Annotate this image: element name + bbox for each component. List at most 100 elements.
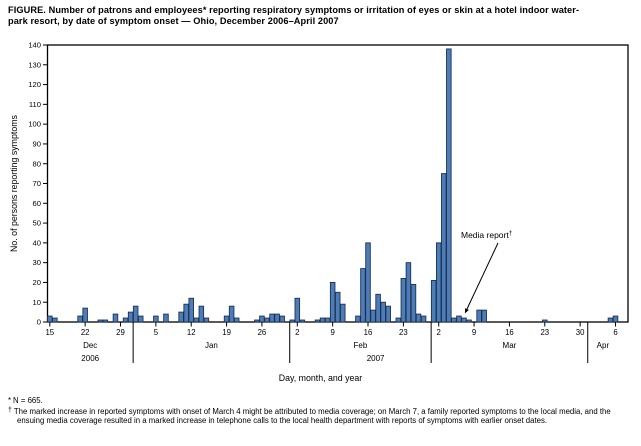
bar-2007-02-26 bbox=[415, 313, 422, 323]
bar-2007-02-22 bbox=[395, 317, 402, 323]
bar-2007-01-10 bbox=[178, 311, 184, 323]
x-axis-title: Day, month, and year bbox=[279, 373, 363, 383]
bar-2007-03-08 bbox=[466, 319, 472, 323]
bar-2007-02-27 bbox=[420, 315, 427, 323]
x-tick-label: 9 bbox=[472, 328, 476, 337]
y-axis-title: No. of persons reporting symptoms bbox=[9, 114, 19, 251]
bar-2007-01-29 bbox=[274, 313, 280, 323]
bar-2006-12-30 bbox=[122, 317, 129, 323]
x-tick-label: 29 bbox=[116, 328, 125, 337]
y-tick-label: 0 bbox=[37, 318, 41, 327]
x-tick-label: 16 bbox=[364, 328, 373, 337]
bar-2007-02-10 bbox=[334, 291, 341, 323]
bar-2007-02-14 bbox=[355, 315, 361, 323]
month-label-feb: Feb bbox=[354, 341, 368, 350]
bar-2006-12-21 bbox=[77, 315, 83, 323]
bar-2007-03-01 bbox=[430, 280, 437, 323]
bar-2006-12-25 bbox=[97, 319, 104, 323]
bar-2006-12-26 bbox=[102, 319, 109, 323]
bar-2007-02-20 bbox=[385, 305, 391, 323]
x-tick-label: 22 bbox=[81, 328, 90, 337]
plot-frame bbox=[46, 44, 629, 323]
bar-2007-02-17 bbox=[370, 309, 376, 323]
bar-2007-01-25 bbox=[254, 319, 260, 323]
x-tick-label: 2 bbox=[437, 328, 441, 337]
x-tick-label: 19 bbox=[222, 328, 231, 337]
month-label-apr: Apr bbox=[597, 341, 610, 350]
bar-2007-01-26 bbox=[259, 315, 265, 323]
footnote-media: † The marked increase in reported symptom… bbox=[8, 406, 635, 426]
bar-2007-03-03 bbox=[441, 173, 447, 323]
bar-2007-01-14 bbox=[198, 305, 205, 323]
bar-2007-03-05 bbox=[451, 317, 457, 323]
footnotes: * N = 665. † The marked increase in report… bbox=[8, 396, 635, 426]
bar-2006-12-15 bbox=[47, 315, 53, 323]
y-tick-label: 110 bbox=[29, 100, 41, 109]
media-report-annotation: Media report† bbox=[461, 230, 513, 240]
y-tick-label: 140 bbox=[28, 41, 41, 50]
footnote-media-text: The marked increase in reported symptoms… bbox=[13, 406, 611, 426]
bar-2007-02-15 bbox=[360, 268, 366, 323]
month-label-dec: Dec bbox=[83, 341, 97, 350]
bar-2006-12-22 bbox=[82, 307, 88, 323]
footnote-n: * N = 665. bbox=[8, 396, 635, 406]
x-tick-label: 23 bbox=[540, 328, 549, 337]
y-tick-label: 20 bbox=[33, 278, 41, 287]
bar-2007-02-18 bbox=[375, 293, 381, 323]
bar-2007-02-11 bbox=[340, 303, 346, 323]
bar-2007-01-15 bbox=[203, 317, 210, 323]
bar-2007-02-02 bbox=[294, 297, 301, 323]
bar-2007-01-02 bbox=[137, 315, 144, 323]
y-tick-label: 90 bbox=[33, 140, 41, 149]
bar-2007-02-25 bbox=[410, 283, 417, 323]
x-tick-label: 5 bbox=[154, 328, 159, 337]
y-tick-label: 130 bbox=[28, 60, 41, 69]
bar-2006-12-16 bbox=[52, 317, 58, 323]
bar-2007-02-23 bbox=[400, 278, 407, 323]
x-tick-label: 2 bbox=[295, 328, 299, 337]
y-tick-label: 40 bbox=[33, 238, 41, 247]
bar-2007-03-10 bbox=[476, 309, 482, 323]
bar-2007-03-02 bbox=[435, 242, 442, 323]
bar-2007-02-09 bbox=[329, 281, 336, 323]
bar-2006-12-28 bbox=[112, 313, 119, 323]
x-tick-label: 16 bbox=[505, 328, 514, 337]
bar-2007-03-07 bbox=[461, 317, 467, 323]
bar-2007-04-06 bbox=[612, 315, 619, 323]
bar-2007-01-27 bbox=[264, 317, 270, 323]
bar-2007-01-20 bbox=[228, 305, 235, 323]
bar-2007-01-13 bbox=[193, 317, 200, 323]
figure-title-line-2: park resort, by date of symptom onset — … bbox=[8, 16, 339, 26]
bar-2007-04-05 bbox=[607, 317, 614, 323]
bar-2007-01-21 bbox=[233, 317, 240, 323]
bar-2007-01-19 bbox=[223, 315, 230, 323]
dagger-marker: † bbox=[8, 406, 12, 414]
y-tick-label: 30 bbox=[33, 258, 41, 267]
x-tick-label: 23 bbox=[399, 328, 408, 337]
bar-2007-02-01 bbox=[289, 319, 295, 323]
bar-2007-03-23 bbox=[542, 319, 548, 323]
bar-2007-01-07 bbox=[163, 313, 169, 323]
y-tick-label: 70 bbox=[33, 179, 41, 188]
y-tick-label: 120 bbox=[28, 80, 41, 89]
x-tick-label: 15 bbox=[45, 328, 54, 337]
bar-2007-02-24 bbox=[405, 262, 412, 323]
bar-2007-01-11 bbox=[183, 303, 189, 323]
bar-2007-01-05 bbox=[153, 315, 159, 323]
month-label-jan: Jan bbox=[205, 341, 218, 350]
bar-2007-02-06 bbox=[314, 319, 321, 323]
y-tick-label: 60 bbox=[33, 199, 41, 208]
x-tick-label: 6 bbox=[613, 328, 617, 337]
y-tick-label: 50 bbox=[33, 219, 41, 228]
annotation-arrow-line bbox=[466, 242, 499, 310]
x-tick-label: 30 bbox=[576, 328, 585, 337]
bar-2006-12-31 bbox=[127, 311, 134, 323]
bar-2007-01-12 bbox=[188, 297, 194, 323]
bar-2007-02-03 bbox=[299, 319, 306, 323]
asterisk-marker: * bbox=[8, 396, 12, 405]
year-label-2007: 2007 bbox=[367, 354, 385, 363]
y-tick-label: 10 bbox=[33, 298, 41, 307]
y-tick-label: 80 bbox=[33, 159, 41, 168]
x-tick-label: 12 bbox=[187, 328, 196, 337]
